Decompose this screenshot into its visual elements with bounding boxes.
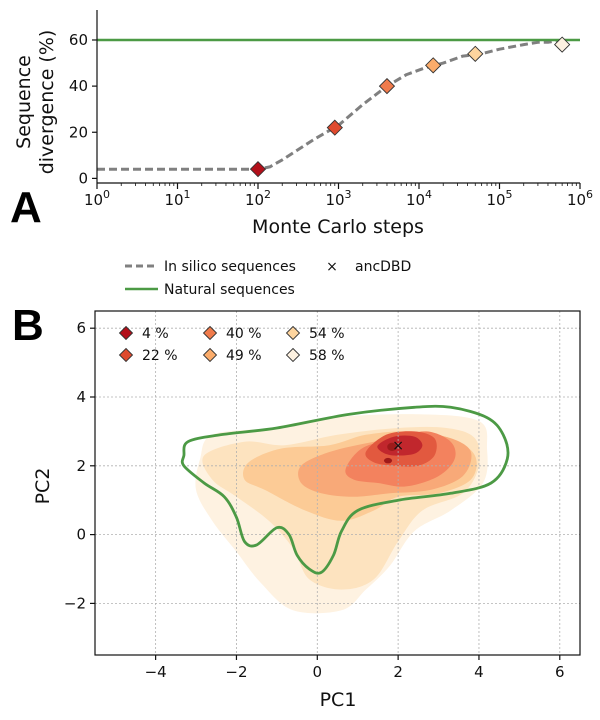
b-ytick-label: 0 (76, 526, 86, 544)
top-legend: In silico sequences Natural sequences × … (125, 259, 411, 298)
divergence-marker (326, 119, 343, 136)
a-xtick-label: 103 (325, 188, 351, 209)
b-xtick-label: −4 (145, 663, 167, 681)
b-xtick-label: 2 (393, 663, 403, 681)
b-xtick-label: 0 (313, 663, 323, 681)
a-ytick-label: 40 (69, 77, 88, 95)
divergence-marker (378, 77, 396, 95)
divergence-legend: 4 % 22 % 40 % 49 % 54 % 58 % (118, 325, 345, 364)
b-xtick-label: 4 (474, 663, 484, 681)
divergence-legend-label: 40 % (226, 326, 262, 342)
a-ytick-label: 60 (69, 31, 88, 49)
divergence-legend-label: 54 % (309, 326, 345, 342)
divergence-marker (554, 36, 571, 53)
divergence-marker (467, 45, 484, 62)
divergence-legend-label: 4 % (142, 326, 169, 342)
b-ytick-label: 6 (76, 319, 86, 337)
b-ytick-label: 2 (76, 457, 86, 475)
b-ytick-label: −2 (64, 594, 86, 612)
a-xtick-label: 100 (84, 188, 110, 209)
a-xtick-label: 106 (567, 188, 593, 209)
divergence-legend-label: 58 % (309, 348, 345, 364)
panel-label-a: A (10, 183, 42, 232)
b-ylabel: PC2 (32, 468, 54, 505)
divergence-legend-marker (202, 347, 218, 363)
b-xlabel: PC1 (320, 689, 357, 711)
divergence-legend-marker (118, 325, 134, 341)
legend-ancdbd-label: ancDBD (355, 259, 411, 275)
b-xtick-label: −2 (225, 663, 247, 681)
divergence-legend-marker (285, 347, 301, 363)
in-silico-sequences-line (97, 38, 563, 171)
a-xtick-label: 104 (406, 188, 432, 209)
divergence-marker (249, 161, 267, 178)
divergence-legend-marker (285, 325, 301, 341)
a-ylabel-line2: divergence (%) (36, 30, 58, 175)
b-xtick-label: 6 (555, 663, 565, 681)
kde-contour-level (377, 435, 423, 456)
a-ytick-label: 0 (78, 169, 88, 187)
a-xtick-label: 102 (245, 188, 271, 209)
divergence-legend-label: 49 % (226, 348, 262, 364)
divergence-legend-label: 22 % (142, 348, 178, 364)
divergence-legend-marker (118, 347, 134, 363)
legend-natural-label: Natural sequences (164, 282, 295, 298)
legend-ancdbd-marker: × (326, 259, 338, 275)
legend-in-silico-label: In silico sequences (164, 259, 296, 275)
divergence-marker (425, 57, 442, 74)
b-axes-frame (94, 310, 581, 656)
a-ytick-label: 20 (69, 123, 88, 141)
ancdbd-marker: × (392, 438, 404, 454)
a-ylabel-line1: Sequence (13, 55, 35, 149)
kde-density-peak (387, 442, 397, 452)
panel-a-chart: 0 20 40 60 100 101 102 103 104 105 106 Sequence d… (13, 10, 593, 238)
a-xlabel: Monte Carlo steps (252, 216, 424, 238)
panel-b-chart: × −2 0 2 4 6 −4 −2 0 2 4 6 4 % 22 % 40 % 49 % 54 % 58 … (32, 310, 581, 711)
panel-label-b: B (12, 301, 44, 350)
a-xtick-label: 105 (486, 188, 512, 209)
b-ytick-label: 4 (76, 388, 86, 406)
kde-density-peak (383, 457, 393, 464)
a-xtick-label: 101 (164, 188, 190, 209)
divergence-legend-marker (202, 325, 218, 341)
natural-sequences-contour (180, 404, 510, 575)
